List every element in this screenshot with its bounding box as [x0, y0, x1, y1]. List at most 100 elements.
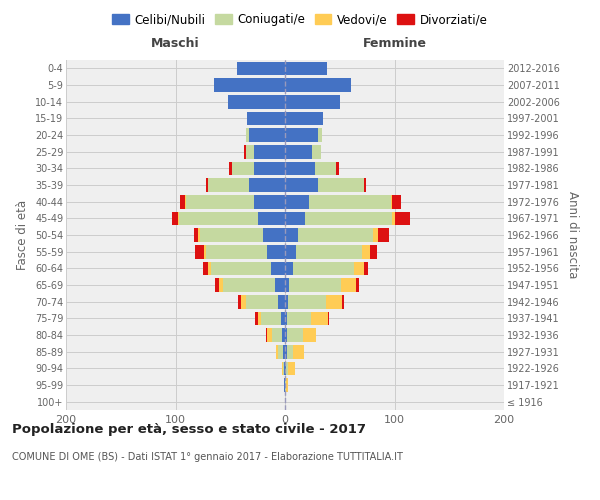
Bar [285, 78, 351, 92]
Bar [254, 195, 285, 208]
Y-axis label: Fasce di età: Fasce di età [16, 200, 29, 270]
Bar [285, 95, 340, 108]
Bar [326, 295, 342, 308]
Bar [283, 345, 285, 358]
Bar [298, 228, 373, 242]
Bar [373, 228, 378, 242]
Bar [203, 262, 208, 275]
Bar [278, 345, 283, 358]
Bar [179, 212, 257, 225]
Bar [285, 312, 287, 325]
Bar [296, 245, 362, 258]
Bar [211, 262, 271, 275]
Bar [228, 95, 285, 108]
Text: COMUNE DI OME (BS) - Dati ISTAT 1° gennaio 2017 - Elaborazione TUTTITALIA.IT: COMUNE DI OME (BS) - Dati ISTAT 1° genna… [12, 452, 403, 462]
Bar [204, 245, 206, 258]
Bar [208, 178, 249, 192]
Bar [245, 295, 278, 308]
Bar [286, 362, 288, 375]
Bar [244, 145, 245, 158]
Bar [229, 162, 232, 175]
Bar [238, 295, 241, 308]
Bar [285, 162, 314, 175]
Bar [284, 378, 285, 392]
Bar [287, 312, 311, 325]
Bar [285, 178, 318, 192]
Bar [285, 212, 305, 225]
Bar [249, 178, 285, 192]
Bar [354, 262, 364, 275]
Bar [318, 128, 322, 142]
Bar [287, 328, 302, 342]
Bar [285, 112, 323, 125]
Bar [356, 278, 359, 292]
Bar [223, 278, 275, 292]
Bar [392, 212, 395, 225]
Bar [341, 278, 356, 292]
Bar [342, 295, 344, 308]
Bar [268, 245, 285, 258]
Bar [285, 195, 309, 208]
Bar [241, 295, 245, 308]
Bar [284, 362, 285, 375]
Bar [257, 312, 261, 325]
Bar [337, 162, 338, 175]
Bar [187, 195, 254, 208]
Bar [364, 178, 366, 192]
Bar [318, 178, 364, 192]
Bar [287, 345, 293, 358]
Bar [314, 162, 337, 175]
Bar [261, 312, 281, 325]
Bar [285, 245, 296, 258]
Bar [285, 328, 287, 342]
Bar [185, 195, 187, 208]
Bar [282, 362, 283, 375]
Bar [215, 278, 220, 292]
Text: Popolazione per età, sesso e stato civile - 2017: Popolazione per età, sesso e stato civil… [12, 422, 366, 436]
Bar [276, 345, 278, 358]
Bar [378, 228, 389, 242]
Bar [208, 262, 211, 275]
Bar [247, 112, 285, 125]
Bar [285, 262, 293, 275]
Bar [305, 212, 392, 225]
Bar [271, 262, 285, 275]
Bar [237, 62, 285, 75]
Bar [309, 195, 391, 208]
Bar [391, 195, 392, 208]
Bar [311, 312, 328, 325]
Bar [263, 228, 285, 242]
Bar [286, 378, 288, 392]
Bar [195, 245, 204, 258]
Bar [199, 228, 200, 242]
Bar [275, 278, 285, 292]
Bar [313, 145, 321, 158]
Bar [364, 262, 368, 275]
Bar [370, 245, 377, 258]
Bar [266, 328, 268, 342]
Bar [302, 328, 316, 342]
Bar [257, 212, 285, 225]
Bar [285, 228, 298, 242]
Bar [392, 195, 401, 208]
Bar [254, 145, 285, 158]
Bar [285, 295, 288, 308]
Bar [206, 245, 268, 258]
Bar [285, 362, 286, 375]
Bar [285, 378, 286, 392]
Bar [180, 195, 185, 208]
Bar [220, 278, 223, 292]
Bar [285, 145, 313, 158]
Bar [200, 228, 263, 242]
Bar [281, 312, 285, 325]
Legend: Celibi/Nubili, Coniugati/e, Vedovi/e, Divorziati/e: Celibi/Nubili, Coniugati/e, Vedovi/e, Di… [107, 8, 493, 31]
Text: Maschi: Maschi [151, 36, 200, 50]
Bar [293, 345, 304, 358]
Bar [172, 212, 178, 225]
Bar [268, 328, 272, 342]
Bar [285, 62, 326, 75]
Bar [328, 312, 329, 325]
Bar [178, 212, 179, 225]
Bar [214, 78, 285, 92]
Bar [206, 178, 208, 192]
